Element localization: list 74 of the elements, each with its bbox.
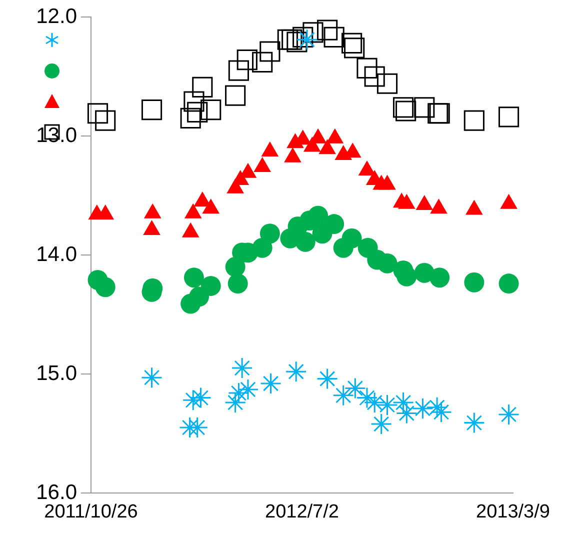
point: [190, 387, 212, 409]
point: [498, 106, 520, 128]
point: [95, 277, 116, 298]
point: [286, 32, 308, 52]
point: [370, 413, 392, 435]
point: [184, 91, 204, 112]
point: [228, 60, 249, 81]
point: [396, 402, 418, 424]
point: [317, 20, 338, 40]
point: [364, 66, 385, 87]
point: [228, 274, 248, 294]
point: [464, 110, 484, 131]
point: [316, 368, 338, 390]
point: [252, 52, 273, 73]
point: [187, 102, 208, 122]
point: [192, 76, 213, 98]
point: [95, 110, 116, 131]
point: [356, 58, 378, 78]
point: [302, 22, 324, 43]
point: [285, 360, 307, 382]
point: [87, 103, 108, 124]
y-tick-label: 13.0: [36, 124, 77, 147]
point: [430, 268, 450, 288]
x-tick-label: 2013/3/9: [476, 502, 550, 523]
point: [184, 268, 204, 288]
y-tick-label: 15.0: [36, 362, 77, 385]
point: [414, 97, 435, 118]
point: [237, 378, 259, 400]
point: [324, 26, 344, 48]
point: [180, 108, 201, 128]
point: [463, 412, 485, 434]
point: [376, 394, 398, 416]
point: [282, 29, 302, 50]
point: [324, 214, 344, 234]
point: [141, 366, 163, 388]
point: [364, 392, 386, 414]
point: [224, 392, 246, 414]
point: [344, 38, 365, 58]
point: [225, 85, 246, 106]
point: [182, 389, 204, 411]
point: [228, 382, 250, 404]
point: [260, 372, 282, 394]
point: [332, 384, 354, 406]
point: [141, 100, 162, 120]
point: [296, 28, 318, 50]
point: [344, 378, 366, 400]
point: [200, 276, 221, 296]
point: [392, 97, 414, 118]
point: [186, 416, 208, 438]
point: [295, 232, 316, 252]
point: [396, 100, 416, 122]
point: [308, 206, 328, 226]
point: [498, 274, 519, 294]
point: [464, 272, 484, 292]
point: [231, 357, 253, 379]
x-tick-label: 2012/7/2: [265, 502, 339, 523]
point: [498, 404, 520, 426]
y-tick-label: 12.0: [36, 4, 77, 28]
point: [200, 100, 222, 120]
point: [412, 398, 434, 420]
point: [277, 29, 298, 50]
point: [292, 26, 314, 48]
y-tick-label: 16.0: [36, 480, 77, 504]
y-tick-label: 14.0: [36, 242, 77, 266]
x-tick-label: 2011/10/26: [44, 502, 138, 523]
point: [342, 32, 362, 54]
point: [260, 41, 280, 62]
point: [236, 50, 258, 70]
point: [252, 238, 272, 258]
point: [392, 392, 414, 414]
point: [260, 224, 280, 244]
point: [376, 73, 398, 94]
point: [356, 387, 378, 409]
point: [342, 228, 362, 248]
